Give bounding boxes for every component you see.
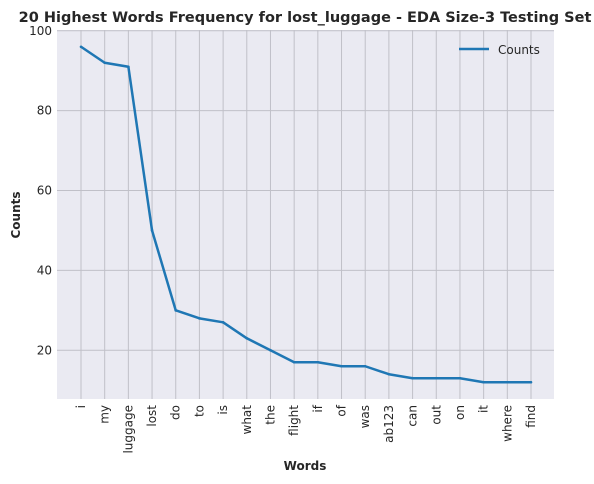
x-tick-label: where xyxy=(500,405,514,442)
x-tick-label: if xyxy=(311,404,325,412)
x-tick-label: luggage xyxy=(121,405,135,454)
data-point xyxy=(458,376,462,380)
x-tick-label: is xyxy=(216,405,230,415)
x-tick-label: to xyxy=(192,405,206,417)
data-point xyxy=(482,380,485,384)
x-tick-label: the xyxy=(263,405,277,425)
x-tick-label: ab123 xyxy=(382,405,396,443)
x-tick-label: can xyxy=(406,405,420,427)
y-tick-label: 60 xyxy=(37,184,52,198)
x-tick-label: my xyxy=(98,405,112,424)
x-tick-label: was xyxy=(358,405,372,428)
plot-area xyxy=(57,30,554,399)
series-line-counts xyxy=(80,45,531,384)
legend: Counts xyxy=(459,43,540,57)
y-tick-label: 80 xyxy=(37,104,52,118)
x-tick-label: of xyxy=(335,404,349,416)
data-point xyxy=(127,65,130,69)
data-point xyxy=(340,364,343,368)
data-point xyxy=(79,45,83,49)
x-axis-label: Words xyxy=(284,459,327,473)
grid xyxy=(57,30,554,399)
y-tick-label: 40 xyxy=(37,263,52,277)
legend-label: Counts xyxy=(498,43,540,57)
y-axis-label: Counts xyxy=(9,191,23,238)
data-point xyxy=(245,336,249,340)
data-point xyxy=(269,348,272,352)
x-tick-label: it xyxy=(477,405,491,413)
x-tick-label: what xyxy=(240,405,254,435)
data-point xyxy=(221,321,225,324)
data-point xyxy=(150,229,154,232)
data-point xyxy=(411,376,414,380)
x-axis-ticks: i my luggage lost do to is what the flight if of was… xyxy=(74,404,538,453)
x-tick-label: find xyxy=(524,405,538,428)
x-tick-label: on xyxy=(453,405,467,420)
x-tick-label: out xyxy=(429,405,443,425)
data-point xyxy=(174,309,178,312)
data-series xyxy=(79,45,533,384)
data-point xyxy=(363,364,367,368)
data-point xyxy=(529,380,533,384)
data-point xyxy=(103,61,106,65)
data-point xyxy=(292,360,296,364)
chart-title: 20 Highest Words Frequency for lost_lugg… xyxy=(19,10,592,26)
x-tick-label: flight xyxy=(287,405,301,436)
data-point xyxy=(198,317,201,320)
data-point xyxy=(387,372,391,376)
y-tick-label: 20 xyxy=(37,343,52,357)
x-tick-label: i xyxy=(74,405,88,408)
data-point xyxy=(316,360,320,364)
x-tick-label: lost xyxy=(145,405,159,427)
y-axis-ticks: 20 40 60 80 100 xyxy=(29,24,52,357)
y-tick-label: 100 xyxy=(29,24,52,38)
x-tick-label: do xyxy=(169,405,183,420)
data-point xyxy=(434,376,438,380)
data-point xyxy=(506,380,509,384)
